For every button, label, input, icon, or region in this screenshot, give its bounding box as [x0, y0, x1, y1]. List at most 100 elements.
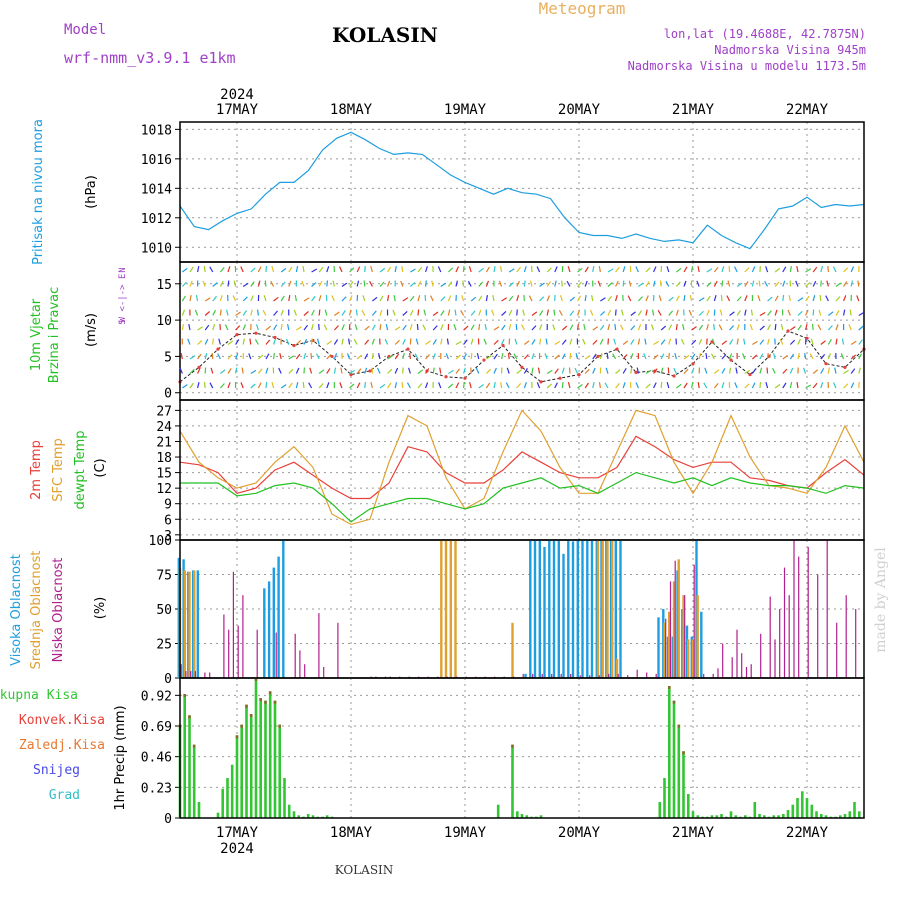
wind-arrow: [782, 266, 787, 273]
wind-arrow: [820, 368, 825, 374]
wind-arrow: [394, 339, 400, 345]
wind-arrow: [438, 382, 442, 389]
wind-arrow: [523, 367, 528, 374]
cloud_cover-bar: [601, 540, 604, 678]
wind-arrow: [364, 353, 369, 360]
cloud_cover-bar: [817, 574, 819, 678]
wind-arrow: [349, 267, 355, 273]
precip-legend-total: Ukupna Kisa: [0, 688, 78, 703]
wind-arrow: [653, 266, 657, 273]
wind-arrow: [387, 355, 393, 360]
wind-arrow: [554, 340, 561, 346]
wind-arrow: [552, 324, 556, 331]
wind-arrow: [782, 355, 788, 360]
wind-arrow: [546, 281, 551, 287]
wind-arrow: [797, 324, 802, 331]
wind-arrow: [356, 280, 360, 287]
wind-arrow: [326, 368, 331, 374]
cloud_cover-tick-label: 100: [149, 534, 172, 549]
wind-arrow: [387, 368, 393, 374]
cloud_cover-bar: [826, 540, 828, 678]
cloud_cover-bar: [788, 595, 790, 678]
wind-arrow: [379, 309, 383, 316]
wind-arrow: [257, 309, 259, 316]
wind-arrow: [271, 382, 275, 389]
wind-arrow: [318, 309, 321, 316]
precipitation-bar: [539, 815, 543, 818]
wind-arrow: [592, 367, 596, 374]
wind-arrow: [561, 280, 563, 287]
wind-arrow: [779, 338, 784, 345]
wind-arrow: [409, 352, 411, 360]
wind-arrow: [789, 367, 794, 374]
wind-tick-label: 15: [156, 278, 172, 293]
wind-arrow: [630, 353, 634, 360]
wind-arrow: [614, 295, 618, 302]
wind-arrow: [751, 354, 758, 360]
wind-arrow: [780, 324, 784, 331]
meteogram-title: Meteogram: [539, 0, 626, 18]
wind-arrow: [706, 281, 712, 287]
wind-arrow: [379, 324, 382, 331]
wind-arrow: [789, 265, 792, 273]
wind-arrow: [558, 310, 563, 316]
temp-unit: (C): [93, 458, 108, 477]
wind-arrow: [339, 382, 343, 389]
pressure-series-line: [179, 131, 865, 250]
wind-arrow: [691, 367, 695, 374]
wind-arrow: [432, 353, 436, 360]
wind-arrow: [721, 266, 725, 273]
wind-arrow: [446, 338, 449, 345]
wind-arrow: [394, 353, 400, 360]
precip-conv-bar: [264, 700, 267, 704]
wind-arrow: [706, 309, 710, 316]
wind-arrow: [384, 338, 389, 345]
wind-arrow: [598, 382, 601, 389]
cloud_cover-bar: [282, 540, 285, 678]
precipitation-bar: [744, 815, 747, 818]
cloud_cover-bar: [533, 540, 537, 678]
wind-arrow: [485, 280, 490, 287]
pressure-tick-label: 1014: [141, 182, 172, 197]
wind-arrow: [561, 339, 567, 345]
wind-arrow: [566, 280, 571, 287]
cloud_cover-bar: [304, 664, 306, 678]
wind-arrow: [553, 309, 556, 316]
wind-arrow: [554, 368, 559, 374]
wind-arrow: [227, 266, 231, 273]
cloud_cover-bar: [669, 581, 672, 678]
wind-arrow: [767, 296, 773, 302]
wind-arrow: [440, 282, 447, 287]
cloud_cover-bar: [185, 671, 187, 678]
wind-arrow: [311, 309, 315, 316]
precipitation-bar: [259, 698, 262, 818]
wind-arrow: [212, 309, 217, 316]
wind-arrow: [219, 280, 224, 287]
wind-arrow: [622, 382, 626, 389]
wind-arrow: [827, 325, 833, 331]
wind-speed-point: [558, 376, 562, 380]
precipitation-bar: [839, 815, 842, 818]
wind-arrow: [379, 384, 386, 389]
precip-axis-label: 1hr Precip (mm): [113, 705, 128, 810]
wind-arrow: [250, 267, 256, 273]
wind-arrow: [630, 325, 636, 331]
wind-arrow: [774, 383, 781, 389]
wind-arrow: [727, 280, 731, 287]
cloud_cover-bar: [590, 540, 594, 678]
wind-arrow: [425, 368, 430, 374]
day-label-top: 19MAY: [444, 102, 487, 118]
year-label-bottom: 2024: [220, 841, 254, 857]
wind-arrow: [332, 280, 335, 287]
wind-arrow: [735, 367, 738, 374]
wind-tick-label: 0: [164, 387, 172, 402]
wind-arrow: [713, 369, 720, 374]
wind-arrow: [683, 266, 688, 273]
cloud_cover-bar: [665, 618, 667, 678]
wind-arrow: [379, 295, 384, 302]
wind-arrow: [698, 297, 705, 302]
cloud_cover-bar: [712, 673, 714, 678]
wind-arrow: [273, 324, 278, 331]
wind-arrow: [614, 323, 617, 331]
altitude-text: Nadmorska Visina 945m: [714, 43, 866, 57]
